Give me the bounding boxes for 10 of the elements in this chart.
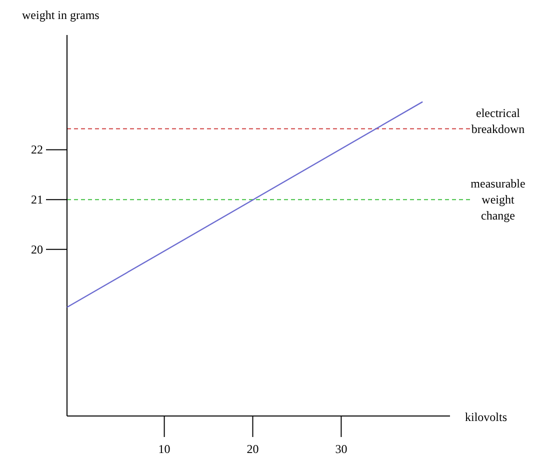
x-tick-label: 10	[158, 442, 170, 456]
x-tick-label: 20	[246, 442, 259, 456]
y-tick-label: 21	[31, 192, 43, 207]
ref-line-label: measurable weight change	[470, 176, 526, 223]
ref-line-label: electrical breakdown	[471, 106, 525, 136]
y-tick-label: 20	[31, 242, 43, 256]
x-tick-label: 30	[335, 442, 348, 456]
x-axis-title: kilovolts	[465, 410, 508, 424]
y-tick-label: 22	[31, 142, 43, 157]
y-axis-title: weight in grams	[22, 8, 100, 22]
